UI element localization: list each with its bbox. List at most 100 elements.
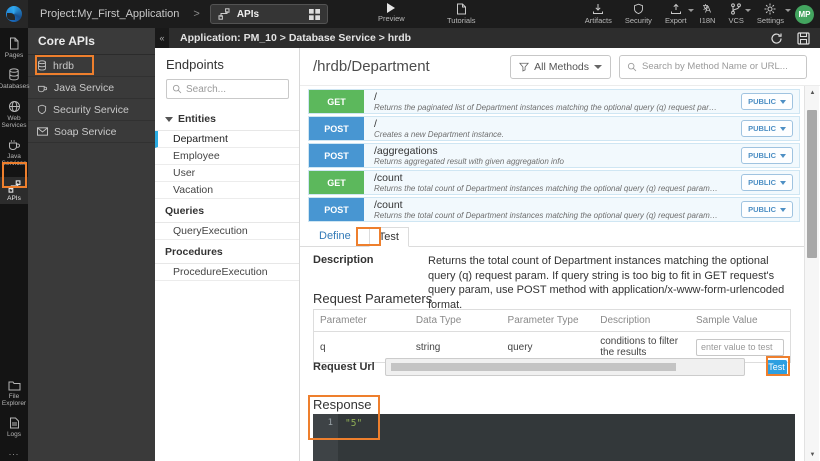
filter-icon [519,62,530,72]
method-description: Returns the paginated list of Department… [374,102,719,112]
sidebar-item-pages[interactable]: Pages [0,37,28,59]
save-icon[interactable] [797,31,810,45]
core-apis-title: Core APIs [28,28,155,55]
request-url-field[interactable] [385,358,745,376]
coffee-icon [8,139,21,151]
left-rail: Pages Databases Web Services Java Servic… [0,28,30,461]
request-url-redacted-value [391,363,676,371]
method-row[interactable]: GET / Returns the paginated list of Depar… [308,89,800,114]
preview-button[interactable]: Preview [378,3,405,23]
i18n-button[interactable]: A I18N [699,3,716,25]
request-parameters-table: Parameter Data Type Parameter Type Descr… [313,309,791,363]
method-description: Returns the total count of Department in… [374,183,719,193]
method-path: /count [374,172,403,184]
method-row[interactable]: POST /aggregations Returns aggregated res… [308,143,800,168]
app-logo[interactable] [0,0,28,28]
queries-section-header[interactable]: Queries [155,199,299,223]
core-apis-item-security-service[interactable]: Security Service [28,99,155,121]
sidebar-item-java-services[interactable]: Java Services [0,139,28,168]
tutorials-button[interactable]: Tutorials [447,3,475,25]
api-node-icon [218,8,230,20]
method-row[interactable]: POST /count Returns the total count of De… [308,197,800,222]
endpoints-search[interactable] [166,79,289,99]
core-apis-item-hrdb[interactable]: hrdb [28,55,155,77]
collapse-panel-button[interactable]: « [155,28,169,48]
visibility-dropdown[interactable]: PUBLIC [741,120,793,137]
response-value: "5" [345,418,363,429]
project-name: Project:My_First_Application [40,8,180,20]
sidebar-item-web-services[interactable]: Web Services [0,100,28,130]
entities-section-header[interactable]: Entities [155,107,299,131]
settings-button[interactable]: Settings [757,3,791,25]
wavemaker-logo-icon [6,6,22,22]
method-path: / [374,91,377,103]
tab-test[interactable]: Test [368,227,409,247]
response-editor[interactable]: 1 "5" [313,414,795,461]
caret-down-icon [687,9,694,12]
artifacts-button[interactable]: Artifacts [585,3,612,25]
scrollbar-thumb[interactable] [807,110,817,258]
param-name: q [320,341,326,353]
visibility-dropdown[interactable]: PUBLIC [741,147,793,164]
caret-down-icon [165,116,173,122]
scroll-down-arrow[interactable]: ▼ [809,451,816,458]
sidebar-item-file-explorer[interactable]: File Explorer [0,380,28,408]
param-data-type: string [415,341,441,353]
procedures-section-header[interactable]: Procedures [155,240,299,264]
export-button[interactable]: Export [665,3,694,25]
caret-down-icon [594,64,602,69]
vcs-button[interactable]: VCS [728,3,751,25]
tab-define[interactable]: Define [319,230,351,242]
folder-icon [8,380,21,391]
column-header: Parameter Type [501,309,595,332]
translate-icon: A [702,3,714,15]
shield-icon [37,104,47,115]
visibility-dropdown[interactable]: PUBLIC [741,93,793,110]
method-row[interactable]: GET /count Returns the total count of Dep… [308,170,800,195]
endpoints-search-input[interactable] [186,83,283,95]
method-row[interactable]: POST / Creates a new Department instance.… [308,116,800,141]
endpoint-item-vacation[interactable]: Vacation [155,182,299,199]
gear-icon [764,3,776,15]
param-description: conditions to filter the results [600,336,679,358]
endpoint-item-employee[interactable]: Employee [155,148,299,165]
more-options-button[interactable]: ... [8,447,20,457]
apis-tab-label: APIs [236,8,260,20]
sidebar-item-apis[interactable]: APIs [0,176,28,205]
play-icon [387,3,396,13]
method-path: /count [374,199,403,211]
column-header: Sample Value [690,309,791,332]
user-avatar[interactable]: MP [795,5,814,24]
sample-value-input[interactable] [696,338,784,356]
endpoint-item-queryexecution[interactable]: QueryExecution [155,223,299,240]
endpoint-item-procedureexecution[interactable]: ProcedureExecution [155,264,299,281]
core-apis-item-soap-service[interactable]: Soap Service [28,121,155,143]
grid-icon[interactable] [308,8,320,20]
method-search[interactable] [619,54,807,79]
search-icon [172,84,182,94]
endpoints-panel: Endpoints Entities Department Employee U… [155,48,300,461]
sidebar-item-logs[interactable]: Logs [0,417,28,438]
all-methods-dropdown[interactable]: All Methods [510,54,611,79]
method-description: Returns aggregated result with given agg… [374,156,564,166]
endpoint-item-user[interactable]: User [155,165,299,182]
endpoint-item-department[interactable]: Department [155,131,299,148]
test-button[interactable]: Test [766,359,787,375]
method-verb-badge: POST [309,144,364,167]
apis-workspace-tab[interactable]: APIs [209,4,328,24]
method-verb-badge: GET [309,90,364,113]
svg-text:A: A [705,5,711,15]
method-search-input[interactable] [642,61,799,72]
method-path: / [374,118,377,130]
core-apis-item-java-service[interactable]: Java Service [28,77,155,99]
vertical-scrollbar[interactable]: ▲ ▼ [804,86,819,461]
sidebar-item-databases[interactable]: Databases [0,68,30,90]
visibility-dropdown[interactable]: PUBLIC [741,174,793,191]
table-row: q string query conditions to filter the … [314,332,791,363]
scroll-up-arrow[interactable]: ▲ [809,89,816,96]
line-number: 1 [313,414,338,461]
visibility-dropdown[interactable]: PUBLIC [741,201,793,218]
security-button[interactable]: Security [625,3,652,25]
core-apis-panel: Core APIs hrdb Java Service Security Ser… [28,28,155,461]
refresh-icon[interactable] [770,32,783,45]
